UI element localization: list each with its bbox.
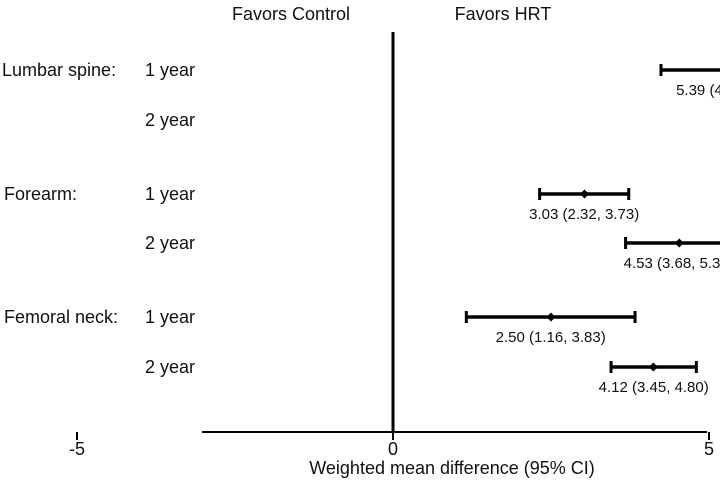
row-2-2-estimate-label: 4.53 (3.68, 5.36) — [624, 255, 720, 272]
row-3-2-estimate-label: 4.12 (3.45, 4.80) — [599, 379, 709, 396]
x-tick-label-3: 5 — [704, 439, 714, 459]
row-3-2-estimate-marker — [648, 362, 658, 372]
x-axis-label: Weighted mean difference (95% CI) — [309, 458, 595, 478]
row-1-2-period-label: 2 year — [145, 110, 195, 130]
row-1-1-estimate-label: 5.39 (4.24, 6.46) — [676, 82, 720, 99]
row-3-1-period-label: 1 year — [145, 307, 195, 327]
x-tick-label-2: 0 — [388, 439, 398, 459]
x-tick-label-1: -5 — [69, 439, 85, 459]
row-3-2-period-label: 2 year — [145, 357, 195, 377]
group-label-3: Femoral neck: — [4, 307, 118, 327]
row-2-2-estimate-marker — [674, 238, 684, 248]
header-favors-hrt: Favors HRT — [455, 4, 552, 24]
row-1-1-period-label: 1 year — [145, 60, 195, 80]
header-favors-control: Favors Control — [232, 4, 350, 24]
row-3-1-estimate-marker — [546, 312, 556, 322]
x-axis: -50510 — [69, 431, 714, 459]
forest-rows: Lumbar spine: 1 year 5.39 (4.24, 6.46) 2 ye… — [2, 32, 720, 432]
group-label-2: Forearm: — [4, 184, 77, 204]
row-2-2-period-label: 2 year — [145, 233, 195, 253]
row-2-1-estimate-marker — [579, 189, 589, 199]
row-2-1-estimate-label: 3.03 (2.32, 3.73) — [529, 206, 639, 223]
row-3-1-estimate-label: 2.50 (1.16, 3.83) — [496, 329, 606, 346]
row-2-1-period-label: 1 year — [145, 184, 195, 204]
group-label-1: Lumbar spine: — [2, 60, 116, 80]
